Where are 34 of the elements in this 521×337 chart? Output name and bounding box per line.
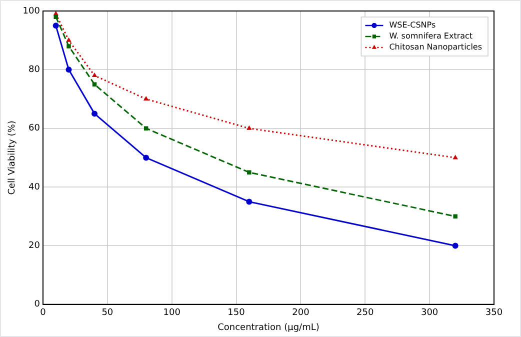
y-tick-label: 60 <box>28 124 40 134</box>
x-axis-title: Concentration (µg/mL) <box>218 322 320 333</box>
point <box>92 110 98 117</box>
x-tick-label: 100 <box>163 308 181 318</box>
point <box>54 14 58 19</box>
point <box>92 82 97 86</box>
point <box>246 125 252 130</box>
point <box>92 72 98 78</box>
point <box>66 37 72 42</box>
legend-label: Chitosan Nanoparticles <box>389 42 482 52</box>
x-tick-label: 300 <box>420 308 438 318</box>
x-tick-label: 250 <box>356 308 374 318</box>
legend-label: WSE-CSNPs <box>389 20 436 30</box>
x-tick-label: 200 <box>292 308 310 318</box>
point <box>453 214 458 218</box>
point <box>144 126 148 130</box>
y-tick-label: 20 <box>28 241 40 252</box>
y-tick-label: 0 <box>34 300 40 310</box>
point <box>52 22 59 29</box>
y-tick-label: 100 <box>22 6 40 16</box>
point <box>143 96 149 101</box>
point <box>66 66 72 73</box>
y-axis-title: Cell Viability (%) <box>8 120 18 195</box>
y-tick-label: 80 <box>28 65 40 76</box>
point <box>66 44 71 48</box>
point <box>247 170 252 174</box>
x-tick-label: 350 <box>485 308 503 318</box>
point <box>143 154 150 161</box>
x-tick-label: 150 <box>228 308 246 318</box>
point <box>452 242 458 249</box>
x-tick-label: 50 <box>102 308 114 318</box>
y-tick-label: 40 <box>28 182 40 192</box>
legend-label: W. somnifera Extract <box>389 32 473 41</box>
point <box>246 198 252 205</box>
